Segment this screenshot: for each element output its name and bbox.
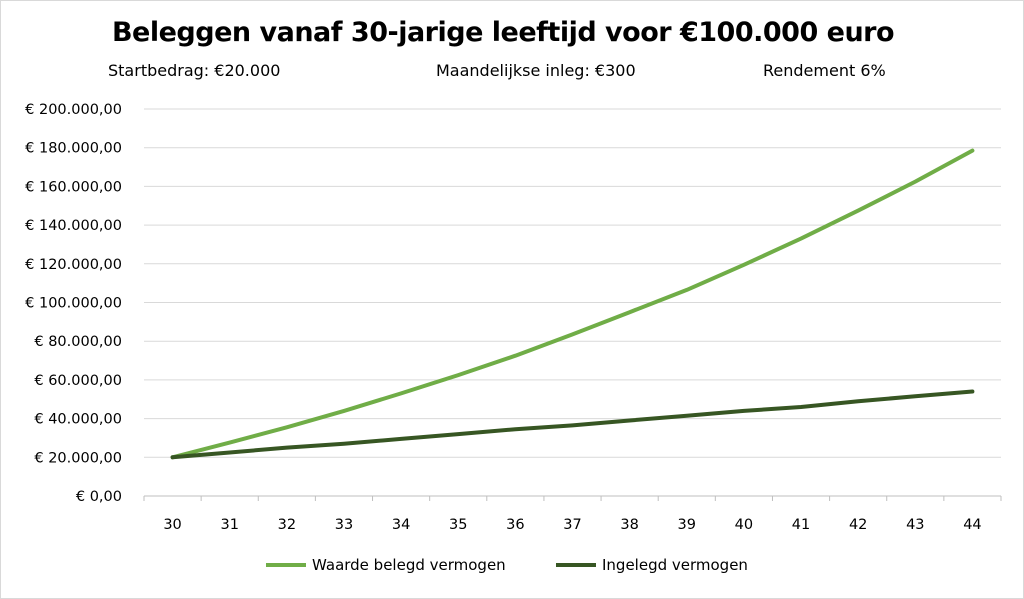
y-axis-ticks: € 0,00 € 20.000,00 € 40.000,00 € 60.000,00 €… bbox=[25, 102, 122, 505]
y-tick-label: € 100.000,00 bbox=[25, 296, 122, 312]
x-tick-label: 41 bbox=[792, 517, 810, 533]
x-tick-label: 44 bbox=[963, 517, 981, 533]
x-tick-label: 43 bbox=[906, 517, 924, 533]
y-tick-label: € 180.000,00 bbox=[25, 141, 122, 157]
series-line-ingelegd-vermogen bbox=[170, 389, 975, 460]
legend-label: Ingelegd vermogen bbox=[602, 556, 748, 574]
legend: Waarde belegd vermogen Ingelegd vermogen bbox=[266, 556, 748, 574]
y-tick-label: € 80.000,00 bbox=[34, 334, 122, 350]
y-tick-label: € 0,00 bbox=[76, 489, 122, 505]
series-line-waarde-belegd-vermogen bbox=[170, 148, 975, 460]
x-tick-label: 39 bbox=[678, 517, 696, 533]
gridlines bbox=[144, 108, 1001, 497]
x-axis-ticks: 30 31 32 33 34 35 36 37 38 39 40 41 42 43 44 bbox=[143, 496, 1002, 533]
y-tick-label: € 60.000,00 bbox=[34, 373, 122, 389]
x-tick-label: 37 bbox=[563, 517, 581, 533]
x-tick-label: 33 bbox=[335, 517, 353, 533]
x-tick-label: 36 bbox=[506, 517, 524, 533]
y-tick-label: € 200.000,00 bbox=[25, 102, 122, 118]
x-tick-label: 32 bbox=[278, 517, 296, 533]
chart-title: Beleggen vanaf 30-jarige leeftijd voor €… bbox=[111, 17, 895, 48]
y-tick-label: € 140.000,00 bbox=[25, 218, 122, 234]
x-tick-label: 38 bbox=[620, 517, 638, 533]
subtitle-rendement: Rendement 6% bbox=[763, 61, 886, 80]
x-tick-label: 40 bbox=[735, 517, 753, 533]
y-tick-label: € 120.000,00 bbox=[25, 257, 122, 273]
x-tick-label: 31 bbox=[220, 517, 238, 533]
y-tick-label: € 160.000,00 bbox=[25, 179, 122, 195]
legend-label: Waarde belegd vermogen bbox=[312, 556, 506, 574]
y-tick-label: € 20.000,00 bbox=[34, 450, 122, 466]
series-lines bbox=[170, 148, 975, 460]
x-tick-label: 30 bbox=[163, 517, 181, 533]
y-tick-label: € 40.000,00 bbox=[34, 412, 122, 428]
subtitle-maandelijkse-inleg: Maandelijkse inleg: €300 bbox=[436, 61, 636, 80]
x-tick-label: 34 bbox=[392, 517, 410, 533]
x-tick-label: 35 bbox=[449, 517, 467, 533]
subtitle-startbedrag: Startbedrag: €20.000 bbox=[108, 61, 281, 80]
x-tick-label: 42 bbox=[849, 517, 867, 533]
